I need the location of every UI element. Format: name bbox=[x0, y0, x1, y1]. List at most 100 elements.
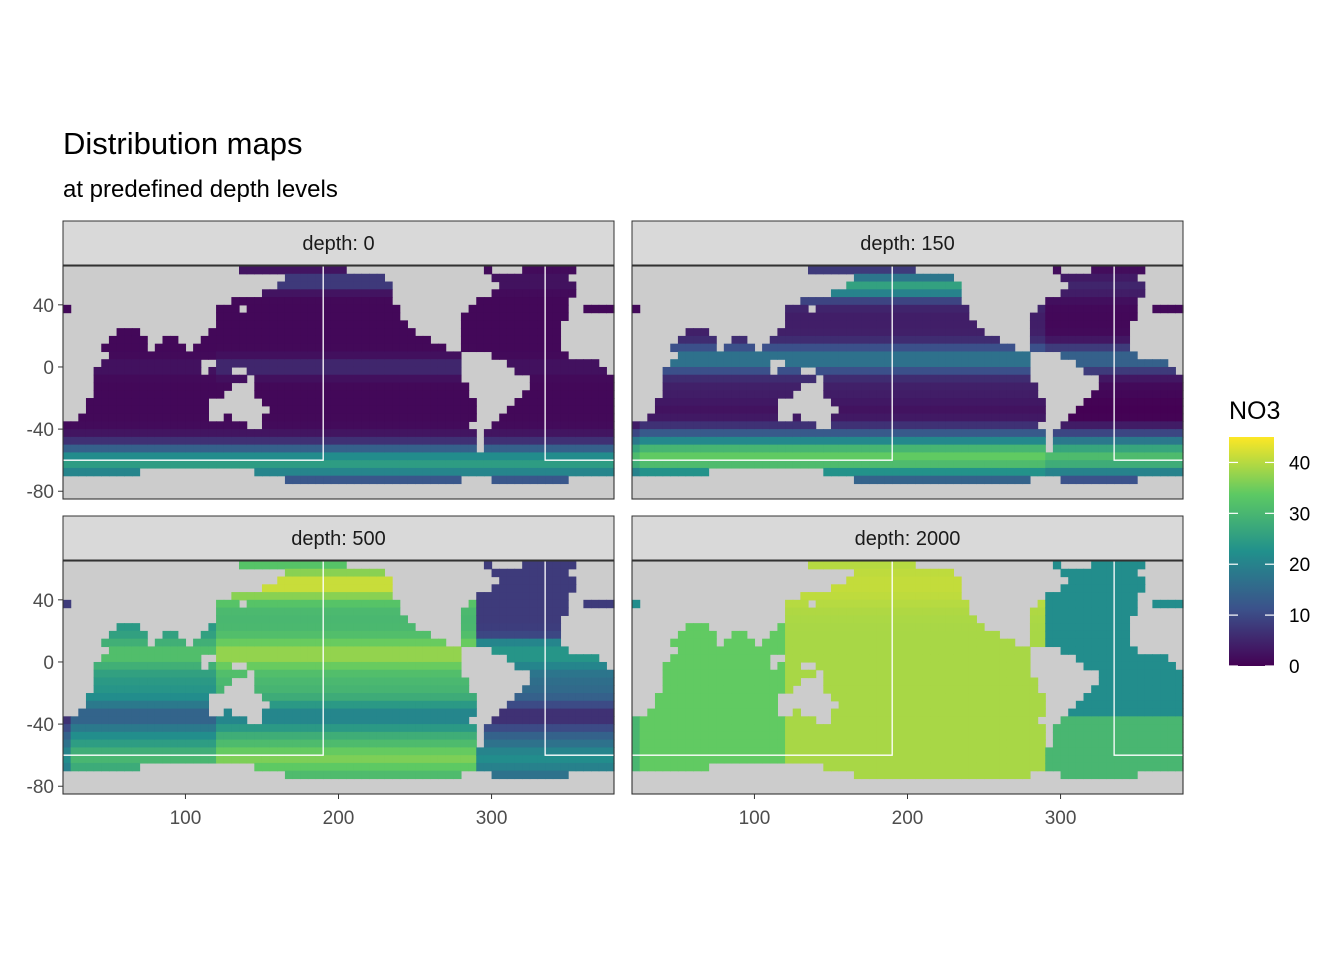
raster-cell bbox=[575, 460, 584, 469]
raster-cell bbox=[899, 724, 909, 733]
raster-cell bbox=[323, 467, 332, 477]
raster-cell bbox=[846, 452, 855, 461]
raster-cell bbox=[415, 343, 424, 353]
raster-cell bbox=[353, 731, 363, 741]
raster-cell bbox=[139, 724, 148, 733]
raster-cell bbox=[101, 747, 110, 756]
raster-cell bbox=[254, 351, 263, 360]
raster-cell bbox=[361, 320, 370, 329]
raster-cell bbox=[239, 755, 248, 764]
raster-cell bbox=[460, 413, 470, 422]
raster-cell bbox=[277, 724, 286, 733]
raster-cell bbox=[346, 708, 355, 717]
raster-cell bbox=[154, 398, 164, 407]
raster-cell bbox=[953, 343, 962, 353]
raster-cell bbox=[838, 343, 847, 353]
raster-cell bbox=[892, 413, 901, 422]
raster-cell bbox=[639, 762, 648, 772]
raster-cell bbox=[700, 630, 710, 640]
raster-cell bbox=[754, 739, 763, 748]
raster-cell bbox=[108, 661, 118, 671]
raster-cell bbox=[884, 405, 893, 415]
raster-cell bbox=[1098, 335, 1108, 345]
raster-cell bbox=[369, 328, 378, 337]
raster-cell bbox=[1106, 444, 1115, 453]
raster-cell bbox=[292, 273, 301, 283]
raster-cell bbox=[430, 351, 439, 360]
raster-cell bbox=[407, 398, 416, 407]
raster-cell bbox=[670, 677, 679, 686]
raster-cell bbox=[315, 312, 324, 321]
raster-cell bbox=[830, 615, 840, 624]
raster-cell bbox=[384, 390, 393, 399]
raster-cell bbox=[800, 359, 809, 368]
raster-cell bbox=[838, 297, 847, 306]
raster-cell bbox=[78, 724, 87, 733]
raster-cell bbox=[522, 359, 531, 368]
raster-cell bbox=[785, 436, 794, 446]
raster-cell bbox=[376, 374, 386, 384]
raster-cell bbox=[876, 747, 886, 756]
raster-cell bbox=[545, 452, 554, 461]
raster-cell bbox=[453, 661, 462, 671]
raster-cell bbox=[422, 343, 431, 353]
raster-cell bbox=[445, 739, 454, 748]
raster-cell bbox=[338, 747, 347, 756]
raster-cell bbox=[869, 584, 878, 593]
raster-cell bbox=[670, 638, 679, 648]
raster-cell bbox=[108, 382, 118, 391]
raster-cell bbox=[185, 452, 194, 461]
raster-cell bbox=[491, 584, 500, 593]
raster-cell bbox=[700, 444, 710, 453]
raster-cell bbox=[591, 421, 600, 430]
raster-cell bbox=[938, 359, 947, 368]
raster-cell bbox=[376, 405, 386, 415]
raster-cell bbox=[739, 351, 748, 360]
raster-cell bbox=[537, 289, 546, 298]
raster-cell bbox=[838, 405, 847, 415]
raster-cell bbox=[777, 460, 786, 469]
raster-cell bbox=[483, 623, 493, 632]
raster-cell bbox=[1083, 444, 1092, 453]
raster-cell bbox=[700, 343, 710, 353]
raster-cell bbox=[208, 444, 217, 453]
raster-cell bbox=[1060, 467, 1069, 477]
raster-cell bbox=[514, 584, 523, 593]
raster-cell bbox=[384, 669, 393, 679]
raster-cell bbox=[361, 335, 370, 345]
raster-cell bbox=[292, 289, 301, 298]
raster-cell bbox=[376, 762, 386, 772]
raster-cell bbox=[323, 623, 332, 632]
raster-cell bbox=[823, 304, 832, 314]
raster-cell bbox=[654, 739, 664, 748]
raster-cell bbox=[560, 584, 569, 593]
raster-cell bbox=[693, 747, 702, 756]
raster-cell bbox=[846, 693, 855, 702]
raster-cell bbox=[830, 335, 840, 345]
raster-cell bbox=[307, 615, 317, 624]
raster-cell bbox=[506, 646, 516, 655]
raster-cell bbox=[984, 475, 993, 485]
raster-cell bbox=[853, 693, 863, 702]
raster-cell bbox=[338, 693, 347, 702]
raster-cell bbox=[545, 638, 554, 648]
raster-cell bbox=[399, 724, 408, 733]
raster-cell bbox=[869, 770, 878, 780]
raster-cell bbox=[853, 568, 863, 578]
raster-cell bbox=[315, 281, 324, 290]
raster-cell bbox=[552, 770, 562, 780]
raster-cell bbox=[731, 366, 740, 376]
raster-cell bbox=[792, 599, 801, 609]
raster-cell bbox=[246, 266, 255, 275]
raster-cell bbox=[239, 328, 248, 337]
raster-cell bbox=[892, 297, 901, 306]
raster-cell bbox=[723, 755, 733, 764]
raster-cell bbox=[708, 421, 717, 430]
raster-cell bbox=[529, 382, 539, 391]
raster-cell bbox=[269, 405, 278, 415]
raster-cell bbox=[884, 607, 893, 616]
raster-cell bbox=[677, 739, 687, 748]
raster-cell bbox=[353, 328, 363, 337]
raster-cell bbox=[545, 312, 554, 321]
